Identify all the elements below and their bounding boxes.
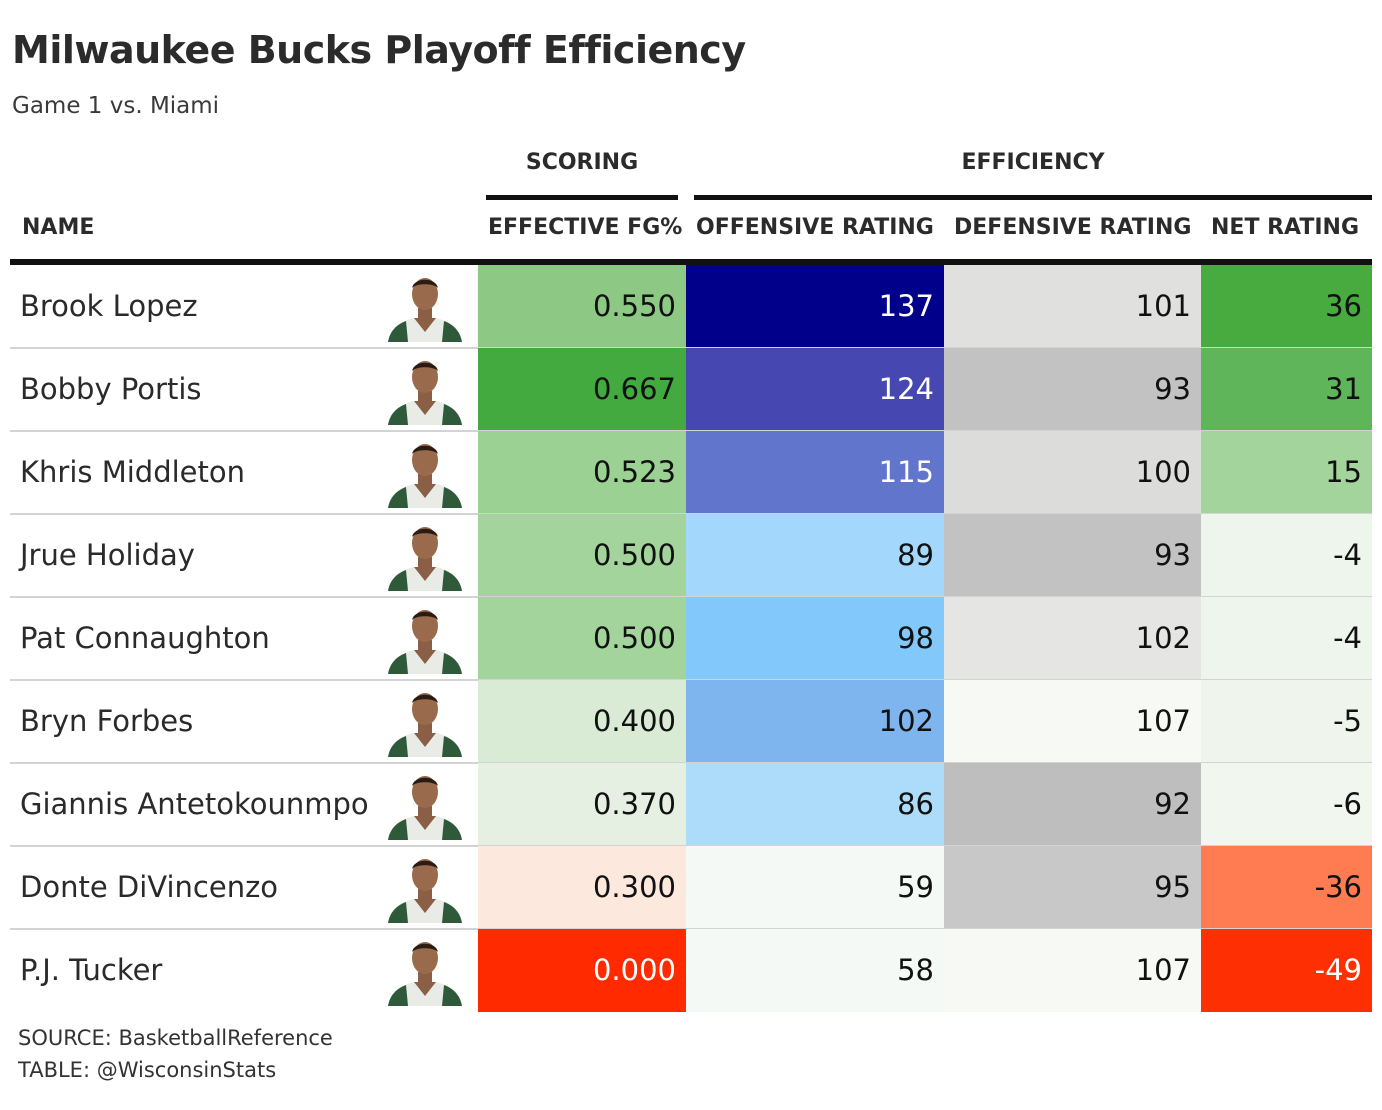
player-name: Bryn Forbes — [20, 704, 194, 738]
net-cell: -4 — [1201, 514, 1372, 597]
efficiency-spanner-label: EFFICIENCY — [961, 150, 1105, 175]
player-name: Jrue Holiday — [20, 538, 195, 572]
page-subtitle: Game 1 vs. Miami — [12, 93, 220, 119]
player-name: Bobby Portis — [20, 372, 202, 406]
player-name: Giannis Antetokounmpo — [20, 787, 369, 821]
table-row: Bobby Portis 0.667 124 93 31 — [10, 348, 1372, 431]
player-name: Pat Connaughton — [20, 621, 270, 655]
column-header-ortg: OFFENSIVE RATING — [696, 215, 934, 240]
player-name: Brook Lopez — [20, 289, 198, 323]
page-title: Milwaukee Bucks Playoff Efficiency — [12, 28, 746, 72]
column-header-efg: EFFECTIVE FG% — [488, 215, 683, 240]
source-note: SOURCE: BasketballReference — [18, 1026, 333, 1050]
player-headshot-icon — [384, 770, 466, 840]
drtg-cell: 101 — [944, 265, 1201, 348]
efg-cell: 0.667 — [478, 348, 686, 431]
column-header-name: NAME — [22, 215, 95, 240]
player-headshot-icon — [384, 853, 466, 923]
drtg-cell: 93 — [944, 348, 1201, 431]
player-headshot-icon — [384, 936, 466, 1006]
ortg-cell: 86 — [686, 763, 944, 846]
efg-cell: 0.300 — [478, 846, 686, 929]
player-headshot-icon — [384, 687, 466, 757]
player-name: P.J. Tucker — [20, 953, 163, 987]
net-cell: 36 — [1201, 265, 1372, 348]
ortg-cell: 58 — [686, 929, 944, 1012]
player-name: Khris Middleton — [20, 455, 245, 489]
drtg-cell: 100 — [944, 431, 1201, 514]
scoring-spanner: SCORING — [486, 150, 678, 200]
table-row: Jrue Holiday 0.500 89 93 -4 — [10, 514, 1372, 597]
player-name: Donte DiVincenzo — [20, 870, 279, 904]
table-row: P.J. Tucker 0.000 58 107 -49 — [10, 929, 1372, 1012]
efficiency-spanner: EFFICIENCY — [694, 150, 1372, 200]
drtg-cell: 92 — [944, 763, 1201, 846]
net-cell: -36 — [1201, 846, 1372, 929]
efg-cell: 0.400 — [478, 680, 686, 763]
player-headshot-icon — [384, 272, 466, 342]
efficiency-spanner-rule — [694, 195, 1372, 200]
drtg-cell: 95 — [944, 846, 1201, 929]
net-cell: -6 — [1201, 763, 1372, 846]
ortg-cell: 137 — [686, 265, 944, 348]
player-headshot-icon — [384, 521, 466, 591]
table-row: Giannis Antetokounmpo 0.370 86 92 -6 — [10, 763, 1372, 846]
player-headshot-icon — [384, 604, 466, 674]
column-header-drtg: DEFENSIVE RATING — [954, 215, 1192, 240]
ortg-cell: 115 — [686, 431, 944, 514]
ortg-cell: 89 — [686, 514, 944, 597]
ortg-cell: 98 — [686, 597, 944, 680]
table-credit: TABLE: @WisconsinStats — [18, 1058, 277, 1082]
table-row: Bryn Forbes 0.400 102 107 -5 — [10, 680, 1372, 763]
player-headshot-icon — [384, 438, 466, 508]
efg-cell: 0.500 — [478, 597, 686, 680]
header-rule — [10, 259, 1372, 265]
drtg-cell: 107 — [944, 929, 1201, 1012]
efg-cell: 0.500 — [478, 514, 686, 597]
scoring-spanner-label: SCORING — [525, 150, 639, 175]
column-header-net: NET RATING — [1211, 215, 1360, 240]
efg-cell: 0.370 — [478, 763, 686, 846]
net-cell: -4 — [1201, 597, 1372, 680]
table-row: Brook Lopez 0.550 137 101 36 — [10, 265, 1372, 348]
drtg-cell: 93 — [944, 514, 1201, 597]
drtg-cell: 102 — [944, 597, 1201, 680]
net-cell: 15 — [1201, 431, 1372, 514]
table-row: Khris Middleton 0.523 115 100 15 — [10, 431, 1372, 514]
efg-cell: 0.000 — [478, 929, 686, 1012]
net-cell: -5 — [1201, 680, 1372, 763]
net-cell: -49 — [1201, 929, 1372, 1012]
ortg-cell: 59 — [686, 846, 944, 929]
efg-cell: 0.523 — [478, 431, 686, 514]
ortg-cell: 102 — [686, 680, 944, 763]
drtg-cell: 107 — [944, 680, 1201, 763]
table-row: Pat Connaughton 0.500 98 102 -4 — [10, 597, 1372, 680]
scoring-spanner-rule — [486, 195, 678, 200]
ortg-cell: 124 — [686, 348, 944, 431]
player-headshot-icon — [384, 355, 466, 425]
efg-cell: 0.550 — [478, 265, 686, 348]
table-row: Donte DiVincenzo 0.300 59 95 -36 — [10, 846, 1372, 929]
net-cell: 31 — [1201, 348, 1372, 431]
